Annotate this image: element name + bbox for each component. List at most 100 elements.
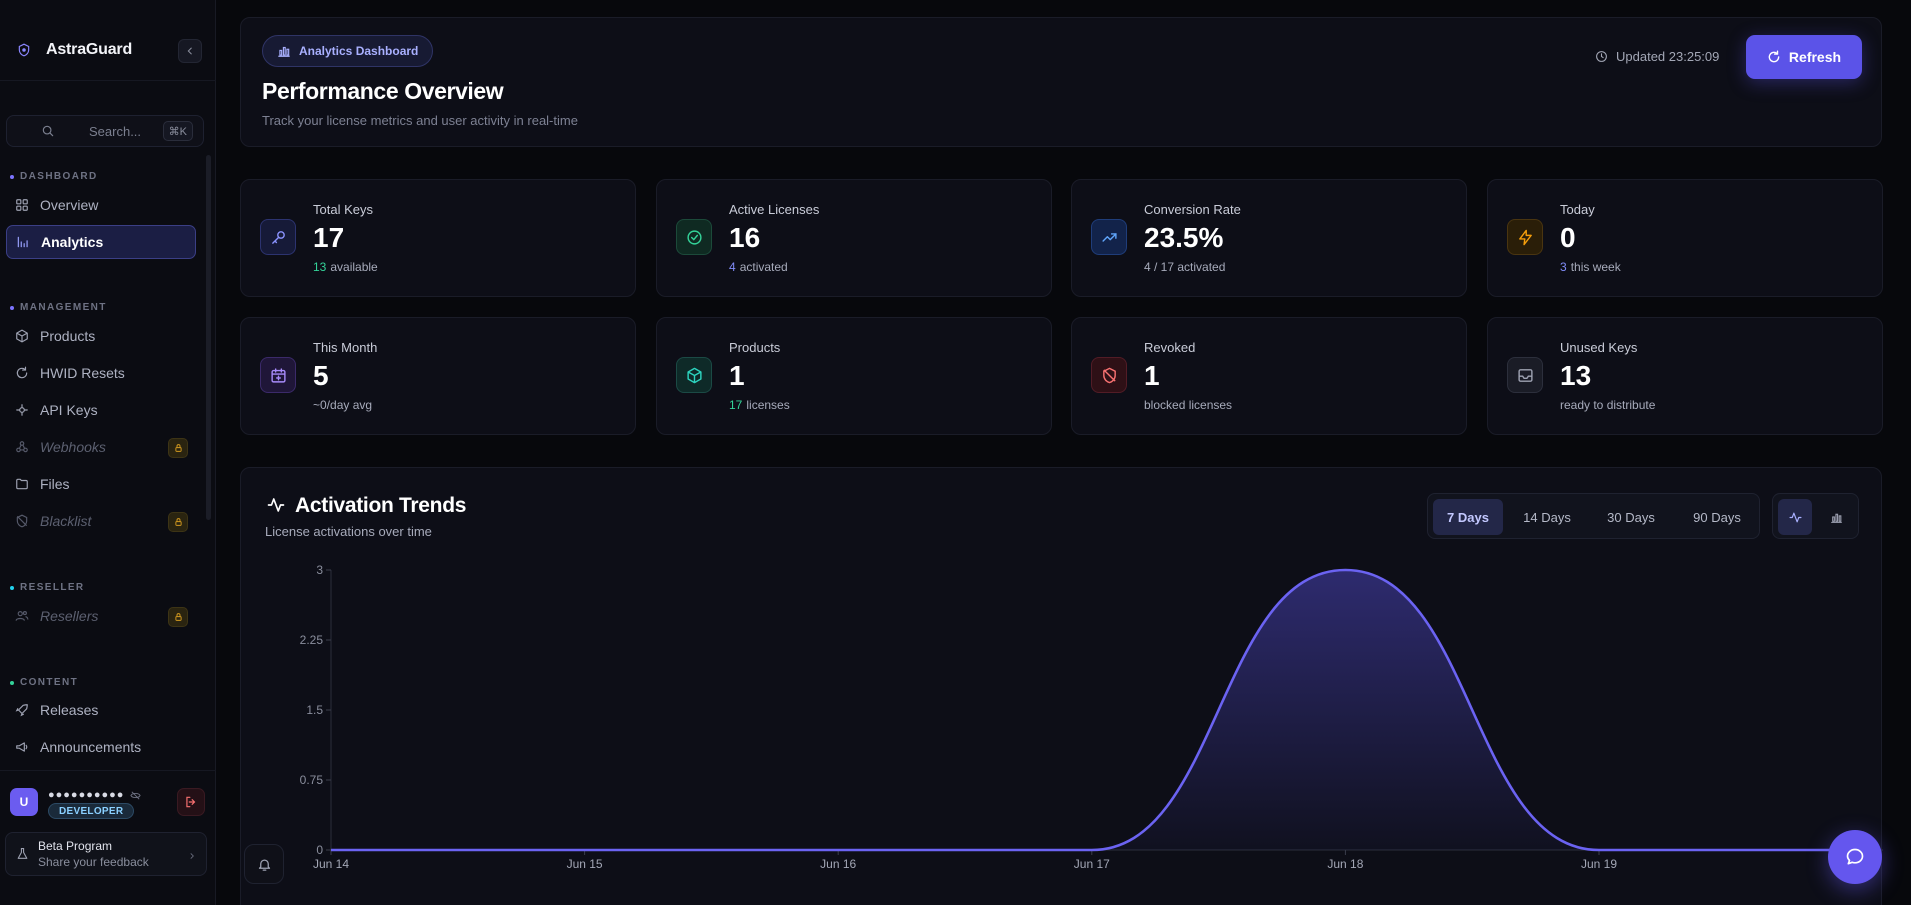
refresh-button[interactable]: Refresh bbox=[1746, 35, 1862, 79]
chevron-left-icon bbox=[187, 47, 192, 55]
shield-off-icon bbox=[1091, 357, 1127, 393]
line-chart-toggle[interactable] bbox=[1778, 499, 1812, 535]
stat-value: 13 bbox=[1560, 360, 1592, 391]
section-label-management: MANAGEMENT bbox=[10, 302, 107, 313]
stat-sub: blocked licenses bbox=[1144, 398, 1233, 412]
area-fill bbox=[331, 570, 1853, 850]
x-tick-label: Jun 19 bbox=[1581, 857, 1617, 871]
header-card: Analytics Dashboard Performance Overview… bbox=[240, 17, 1882, 147]
chart-title: Activation Trends bbox=[295, 494, 467, 517]
key-icon bbox=[260, 219, 296, 255]
sidebar-item-blacklist[interactable]: Blacklist bbox=[6, 504, 196, 538]
sidebar-item-overview[interactable]: Overview bbox=[6, 188, 196, 222]
logout-button[interactable] bbox=[177, 788, 205, 816]
chat-button[interactable] bbox=[1828, 830, 1882, 884]
series-line bbox=[331, 568, 1853, 852]
stat-sub: 3 this week bbox=[1560, 260, 1621, 274]
shield-off-icon bbox=[14, 513, 30, 529]
box-icon bbox=[676, 357, 712, 393]
sidebar-item-analytics[interactable]: Analytics bbox=[6, 225, 196, 259]
x-tick-label: Jun 18 bbox=[1327, 857, 1363, 871]
stat-sub: ~0/day avg bbox=[313, 398, 373, 412]
section-label-content: CONTENT bbox=[10, 677, 78, 688]
sidebar-scrollbar[interactable] bbox=[206, 155, 211, 520]
bar-chart-icon bbox=[277, 44, 291, 58]
chevron-right-icon bbox=[188, 848, 196, 866]
stat-sub: 13 available bbox=[313, 260, 378, 274]
range-30-days[interactable]: 30 Days bbox=[1607, 509, 1655, 525]
chat-icon bbox=[1846, 848, 1864, 865]
notifications-button[interactable] bbox=[244, 844, 284, 884]
sidebar-item-releases[interactable]: Releases bbox=[6, 693, 196, 727]
stat-card-unused-keys: Unused Keys 13 ready to distribute bbox=[1487, 317, 1883, 435]
stat-value: 1 bbox=[1144, 360, 1160, 391]
stat-card-active-licenses: Active Licenses 16 4 activated bbox=[656, 179, 1052, 297]
user-name: ●●●●●●●●●● bbox=[48, 789, 142, 801]
lock-icon bbox=[168, 438, 188, 458]
stat-value: 23.5% bbox=[1144, 222, 1224, 253]
bar-chart-icon bbox=[15, 234, 31, 250]
lock-icon bbox=[168, 607, 188, 627]
search-placeholder: Search... bbox=[89, 124, 142, 139]
stat-value: 1 bbox=[729, 360, 745, 391]
avatar[interactable]: U bbox=[10, 788, 38, 816]
beta-program-button[interactable]: Beta Program Share your feedback bbox=[5, 832, 207, 876]
stat-label: Unused Keys bbox=[1560, 340, 1638, 355]
webhook-icon bbox=[14, 439, 30, 455]
stat-sub: 4 activated bbox=[729, 260, 788, 274]
refresh-icon bbox=[1767, 50, 1781, 64]
x-tick-label: Jun 17 bbox=[1074, 857, 1110, 871]
sidebar-item-resellers[interactable]: Resellers bbox=[6, 599, 196, 633]
stat-label: Today bbox=[1560, 202, 1595, 217]
stat-card-conversion-rate: Conversion Rate 23.5% 4 / 17 activated bbox=[1071, 179, 1467, 297]
stat-value: 16 bbox=[729, 222, 761, 253]
range-14-days[interactable]: 14 Days bbox=[1523, 509, 1571, 525]
y-tick-label: 3 bbox=[316, 563, 323, 577]
collapse-sidebar-button[interactable] bbox=[178, 39, 202, 63]
role-badge: DEVELOPER bbox=[48, 803, 135, 819]
search-shortcut: ⌘K bbox=[162, 121, 193, 141]
stat-value: 0 bbox=[1560, 222, 1576, 253]
sidebar-item-label: Files bbox=[40, 476, 70, 492]
trending-up-icon bbox=[1091, 219, 1127, 255]
y-tick-label: 2.25 bbox=[300, 633, 324, 647]
sidebar-item-webhooks[interactable]: Webhooks bbox=[6, 430, 196, 464]
sidebar-item-hwid-resets[interactable]: HWID Resets bbox=[6, 356, 196, 390]
sidebar-item-label: Products bbox=[40, 328, 96, 344]
beta-title: Beta Program bbox=[38, 839, 113, 853]
x-tick-label: Jun 14 bbox=[313, 857, 349, 871]
stat-value: 5 bbox=[313, 360, 329, 391]
stat-value: 17 bbox=[313, 222, 345, 253]
shield-logo-icon bbox=[14, 40, 34, 60]
activation-trends-chart: 0 0.75 1.5 2.25 3 Jun 14 Jun 15 Jun 16 Jun 17 Ju… bbox=[300, 563, 1883, 871]
range-7-days[interactable]: 7 Days bbox=[1433, 499, 1503, 535]
range-90-days[interactable]: 90 Days bbox=[1693, 509, 1741, 525]
sidebar-item-products[interactable]: Products bbox=[6, 319, 196, 353]
stat-sub: ready to distribute bbox=[1560, 398, 1656, 412]
analytics-dashboard-pill: Analytics Dashboard bbox=[262, 35, 434, 67]
sidebar-item-announcements[interactable]: Announcements bbox=[6, 730, 196, 764]
chart-type-selector bbox=[1772, 493, 1859, 539]
sidebar-item-files[interactable]: Files bbox=[6, 467, 196, 501]
search-input[interactable]: Search... ⌘K bbox=[6, 115, 204, 147]
brand[interactable]: AstraGuard bbox=[14, 36, 132, 64]
stat-label: Revoked bbox=[1144, 340, 1196, 355]
folder-icon bbox=[14, 476, 30, 492]
activity-icon bbox=[1788, 512, 1802, 522]
stat-label: Conversion Rate bbox=[1144, 202, 1241, 217]
clock-icon bbox=[1595, 50, 1608, 63]
y-tick-label: 1.5 bbox=[306, 703, 323, 717]
divider bbox=[0, 80, 216, 81]
inbox-icon bbox=[1507, 357, 1543, 393]
sidebar-item-label: Releases bbox=[40, 702, 99, 718]
sidebar-item-label: Webhooks bbox=[40, 439, 106, 455]
sidebar-item-label: HWID Resets bbox=[40, 365, 125, 381]
sidebar-item-api-keys[interactable]: API Keys bbox=[6, 393, 196, 427]
bar-chart-toggle[interactable] bbox=[1819, 499, 1853, 535]
eye-off-icon[interactable] bbox=[130, 790, 142, 801]
y-tick-label: 0.75 bbox=[300, 773, 324, 787]
calendar-icon bbox=[260, 357, 296, 393]
stat-label: Active Licenses bbox=[729, 202, 820, 217]
page-title: Performance Overview bbox=[262, 78, 504, 104]
section-label-reseller: RESELLER bbox=[10, 582, 85, 593]
